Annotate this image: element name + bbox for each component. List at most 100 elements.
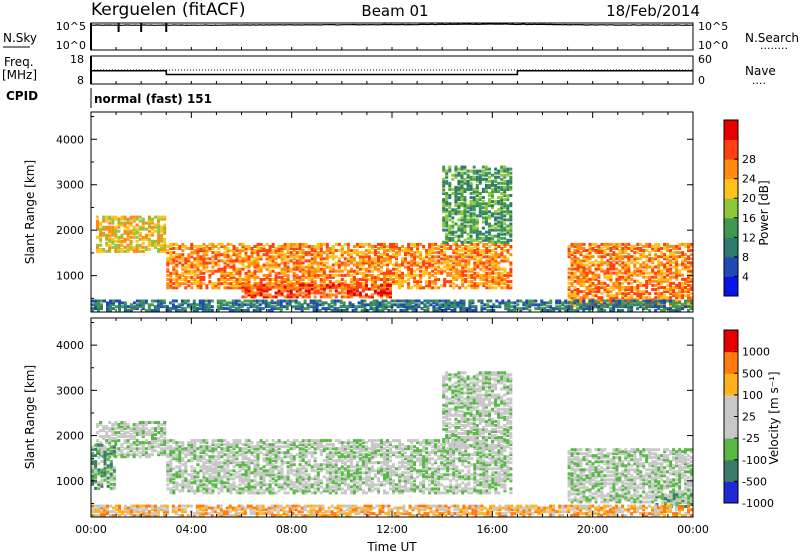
cell-3 (509, 234, 513, 238)
cell-2 (298, 283, 302, 287)
cell-1 (449, 273, 453, 277)
cell-1 (325, 247, 329, 250)
cell-1 (178, 245, 182, 248)
nsky-panel (90, 22, 694, 51)
cell-2 (259, 285, 263, 289)
cell-4 (681, 242, 685, 246)
cell-1 (199, 439, 203, 443)
cell-1 (428, 253, 432, 257)
cell-0 (144, 221, 148, 225)
cell-1 (428, 273, 432, 277)
cell-5 (639, 301, 643, 305)
cell-1 (184, 449, 188, 453)
cell-1 (205, 257, 209, 261)
cell-4 (633, 279, 637, 283)
cell-5 (579, 305, 583, 309)
cell-5 (648, 309, 652, 312)
cell-1 (494, 278, 498, 281)
cell-1 (355, 282, 359, 286)
cell-5 (588, 299, 592, 303)
cell-1 (491, 257, 495, 261)
cell-2 (355, 287, 359, 291)
cell-1 (181, 249, 185, 253)
cell-4 (624, 244, 628, 248)
cell-3 (509, 238, 513, 242)
cell-1 (193, 475, 197, 479)
cell-4 (690, 279, 693, 283)
cell-1 (253, 273, 257, 277)
cell-0 (123, 229, 127, 233)
cell-2 (289, 289, 293, 293)
cell-1 (166, 477, 170, 481)
cell-5 (192, 307, 196, 311)
cell-4 (594, 283, 598, 287)
cell-3 (503, 226, 507, 230)
cell-1 (265, 257, 269, 261)
cell-1 (500, 280, 504, 284)
cell-0 (105, 441, 109, 445)
cell-1 (428, 263, 432, 267)
cell-4 (651, 267, 655, 271)
cell-1 (488, 259, 492, 263)
cell-4 (612, 281, 616, 285)
cell-3 (475, 204, 479, 208)
cell-5 (231, 301, 235, 305)
cell-1 (196, 282, 200, 286)
cbar-tick-label-5: 24 (742, 173, 756, 186)
cell-0 (120, 217, 124, 221)
cell-1 (349, 255, 353, 259)
cell-4 (645, 290, 649, 294)
cell-1 (500, 267, 504, 271)
cell-5 (615, 303, 619, 307)
cell-5 (112, 301, 115, 305)
cell-5 (432, 309, 436, 312)
cell-1 (497, 278, 501, 281)
cell-0 (141, 245, 145, 249)
cell-0 (126, 441, 130, 445)
cell-1 (392, 280, 395, 284)
cell-1 (419, 286, 423, 290)
cell-4 (576, 265, 580, 269)
cell-4 (645, 271, 649, 275)
cell-1 (232, 253, 236, 257)
cell-4 (675, 273, 679, 277)
cell-3 (475, 177, 479, 181)
cell-4 (636, 294, 640, 298)
cell-5 (390, 299, 394, 303)
cell-3 (445, 220, 449, 224)
cell-1 (304, 253, 308, 257)
cell-2 (361, 287, 365, 291)
cell-0 (126, 445, 130, 449)
cell-3 (460, 177, 464, 181)
cell-0 (108, 229, 112, 233)
cell-5 (624, 305, 628, 309)
cell-1 (383, 242, 386, 246)
cell-5 (264, 301, 268, 305)
cell-0 (126, 455, 130, 459)
cell-3 (466, 175, 470, 179)
cell-3 (478, 196, 482, 200)
cell-3 (472, 204, 476, 208)
cell-1 (449, 267, 453, 271)
cell-5 (504, 307, 508, 311)
cell-5 (672, 299, 675, 303)
cell-3 (457, 179, 461, 183)
cell-1 (304, 275, 308, 279)
cell-1 (358, 271, 362, 275)
cell-3 (460, 222, 464, 226)
cell-4 (612, 265, 616, 269)
cell-1 (253, 249, 257, 253)
cell-1 (190, 457, 194, 461)
cell-1 (316, 247, 320, 250)
cell-3 (460, 234, 464, 238)
cell-2 (373, 291, 377, 295)
cell-1 (175, 445, 179, 449)
cell-1 (307, 282, 311, 286)
cell-3 (442, 210, 446, 214)
cell-1 (178, 449, 182, 453)
cell-3 (445, 210, 449, 214)
cell-5 (687, 309, 690, 312)
cell-3 (448, 236, 452, 240)
cell-4 (651, 265, 655, 269)
cell-4 (603, 249, 607, 252)
